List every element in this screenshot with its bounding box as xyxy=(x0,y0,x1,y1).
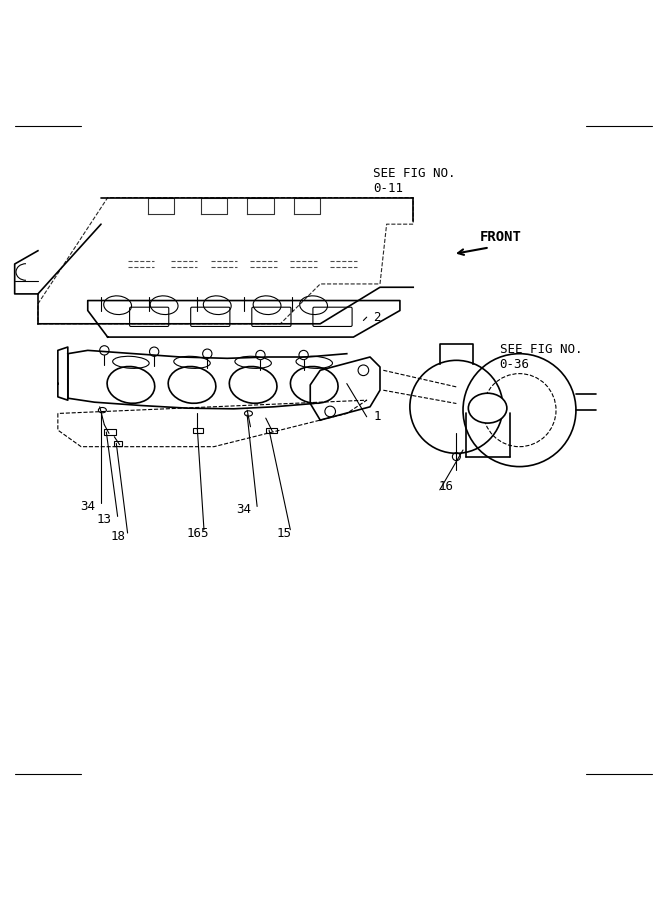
Text: 18: 18 xyxy=(110,530,125,543)
Text: 34: 34 xyxy=(80,500,95,513)
Ellipse shape xyxy=(468,393,507,423)
Text: 16: 16 xyxy=(439,480,454,493)
Text: 34: 34 xyxy=(236,503,251,517)
Bar xyxy=(266,428,277,434)
Text: FRONT: FRONT xyxy=(480,230,522,245)
Text: 15: 15 xyxy=(276,526,291,539)
Text: 1: 1 xyxy=(374,410,381,423)
Bar xyxy=(104,428,116,436)
Text: SEE FIG NO.
0-36: SEE FIG NO. 0-36 xyxy=(500,343,582,371)
Text: 165: 165 xyxy=(186,526,209,539)
Bar xyxy=(193,428,203,434)
Bar xyxy=(114,441,122,446)
Text: 2: 2 xyxy=(374,310,381,324)
Text: 13: 13 xyxy=(97,513,112,526)
Text: SEE FIG NO.
0-11: SEE FIG NO. 0-11 xyxy=(374,167,456,195)
